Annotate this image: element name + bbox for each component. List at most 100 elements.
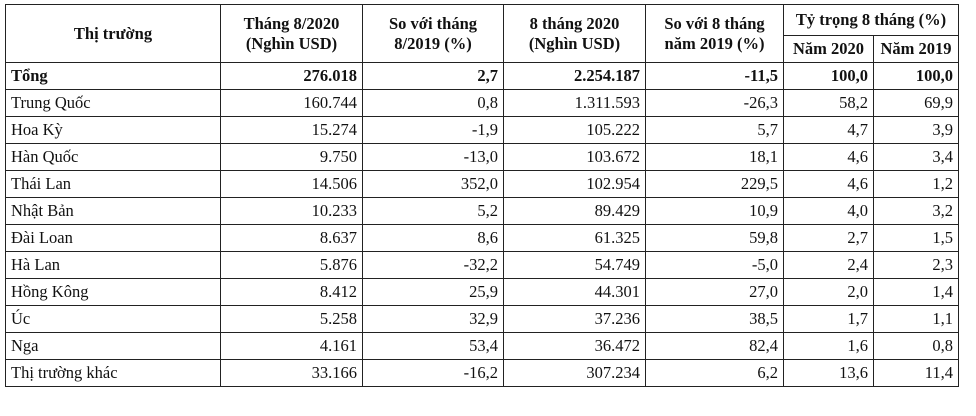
value-cell: 2,0 (783, 278, 874, 306)
header-cell: 8 tháng 2020 (Nghìn USD) (503, 4, 646, 63)
header-cell: Thị trường (5, 4, 221, 63)
value-cell: 1,7 (783, 305, 874, 333)
table-header: Thị trường Tháng 8/2020 (Nghìn USD) So v… (5, 4, 959, 63)
market-cell: Hà Lan (5, 251, 221, 279)
value-cell: 3,2 (873, 197, 959, 225)
value-cell: 307.234 (503, 359, 646, 387)
value-cell: 4,7 (783, 116, 874, 144)
value-cell: 100,0 (783, 62, 874, 90)
value-cell: 1,4 (873, 278, 959, 306)
value-cell: 102.954 (503, 170, 646, 198)
market-cell: Hoa Kỳ (5, 116, 221, 144)
table-row: Thái Lan 14.506 352,0 102.954 229,5 4,6 1,2 (5, 170, 959, 198)
value-cell: 6,2 (645, 359, 784, 387)
value-cell: 1,6 (783, 332, 874, 360)
value-cell: 89.429 (503, 197, 646, 225)
value-cell: 2,4 (783, 251, 874, 279)
value-cell: 5,7 (645, 116, 784, 144)
value-cell: 53,4 (362, 332, 504, 360)
value-cell: 9.750 (220, 143, 363, 171)
market-cell: Đài Loan (5, 224, 221, 252)
value-cell: 5.258 (220, 305, 363, 333)
header-cell: So với 8 tháng năm 2019 (%) (645, 4, 784, 63)
value-cell: 160.744 (220, 89, 363, 117)
header-cell: Năm 2020 (783, 35, 874, 63)
market-cell: Tổng (5, 62, 221, 90)
table-row: Nhật Bản 10.233 5,2 89.429 10,9 4,0 3,2 (5, 197, 959, 225)
value-cell: 69,9 (873, 89, 959, 117)
value-cell: 1,2 (873, 170, 959, 198)
value-cell: -13,0 (362, 143, 504, 171)
market-cell: Hồng Kông (5, 278, 221, 306)
value-cell: 10,9 (645, 197, 784, 225)
value-cell: 229,5 (645, 170, 784, 198)
value-cell: 3,4 (873, 143, 959, 171)
value-cell: 0,8 (362, 89, 504, 117)
value-cell: 4,6 (783, 143, 874, 171)
table-row: Trung Quốc 160.744 0,8 1.311.593 -26,3 58,2 69… (5, 89, 959, 117)
header-cell: Tỷ trọng 8 tháng (%) (783, 4, 959, 36)
header-row: Thị trường Tháng 8/2020 (Nghìn USD) So v… (5, 4, 959, 63)
value-cell: 27,0 (645, 278, 784, 306)
value-cell: 58,2 (783, 89, 874, 117)
value-cell: 3,9 (873, 116, 959, 144)
table-row: Hồng Kông 8.412 25,9 44.301 27,0 2,0 1,4 (5, 278, 959, 306)
value-cell: 38,5 (645, 305, 784, 333)
value-cell: 4,0 (783, 197, 874, 225)
market-cell: Trung Quốc (5, 89, 221, 117)
value-cell: 18,1 (645, 143, 784, 171)
value-cell: 44.301 (503, 278, 646, 306)
value-cell: 54.749 (503, 251, 646, 279)
table-row: Úc 5.258 32,9 37.236 38,5 1,7 1,1 (5, 305, 959, 333)
value-cell: 2,7 (362, 62, 504, 90)
value-cell: 61.325 (503, 224, 646, 252)
header-cell: Năm 2019 (873, 35, 959, 63)
value-cell: 15.274 (220, 116, 363, 144)
value-cell: 36.472 (503, 332, 646, 360)
table-row: Thị trường khác 33.166 -16,2 307.234 6,2 13,6… (5, 359, 959, 387)
value-cell: -26,3 (645, 89, 784, 117)
value-cell: 11,4 (873, 359, 959, 387)
header-cell: So với tháng 8/2019 (%) (362, 4, 504, 63)
trade-table: Thị trường Tháng 8/2020 (Nghìn USD) So v… (5, 4, 959, 387)
value-cell: 13,6 (783, 359, 874, 387)
value-cell: 1,1 (873, 305, 959, 333)
value-cell: 5,2 (362, 197, 504, 225)
value-cell: 10.233 (220, 197, 363, 225)
value-cell: 14.506 (220, 170, 363, 198)
value-cell: 8.412 (220, 278, 363, 306)
header-row: Năm 2020 Năm 2019 (6, 35, 959, 63)
value-cell: -32,2 (362, 251, 504, 279)
value-cell: 1.311.593 (503, 89, 646, 117)
market-cell: Nhật Bản (5, 197, 221, 225)
value-cell: 33.166 (220, 359, 363, 387)
table-body: Tổng 276.018 2,7 2.254.187 -11,5 100,0 100,0 Tr… (5, 62, 959, 387)
table-row: Nga 4.161 53,4 36.472 82,4 1,6 0,8 (5, 332, 959, 360)
value-cell: 2,7 (783, 224, 874, 252)
value-cell: 82,4 (645, 332, 784, 360)
table-row: Tổng 276.018 2,7 2.254.187 -11,5 100,0 100,0 (5, 62, 959, 90)
value-cell: -5,0 (645, 251, 784, 279)
value-cell: 352,0 (362, 170, 504, 198)
value-cell: 276.018 (220, 62, 363, 90)
value-cell: -1,9 (362, 116, 504, 144)
market-cell: Nga (5, 332, 221, 360)
value-cell: -11,5 (645, 62, 784, 90)
table-row: Hàn Quốc 9.750 -13,0 103.672 18,1 4,6 3,4 (5, 143, 959, 171)
value-cell: 2,3 (873, 251, 959, 279)
value-cell: 5.876 (220, 251, 363, 279)
value-cell: 103.672 (503, 143, 646, 171)
value-cell: 32,9 (362, 305, 504, 333)
value-cell: 1,5 (873, 224, 959, 252)
value-cell: 4.161 (220, 332, 363, 360)
value-cell: 4,6 (783, 170, 874, 198)
value-cell: 25,9 (362, 278, 504, 306)
header-cell: Tháng 8/2020 (Nghìn USD) (220, 4, 363, 63)
table-row: Đài Loan 8.637 8,6 61.325 59,8 2,7 1,5 (5, 224, 959, 252)
value-cell: 100,0 (873, 62, 959, 90)
value-cell: 8.637 (220, 224, 363, 252)
value-cell: 37.236 (503, 305, 646, 333)
market-cell: Hàn Quốc (5, 143, 221, 171)
market-cell: Thái Lan (5, 170, 221, 198)
value-cell: 2.254.187 (503, 62, 646, 90)
